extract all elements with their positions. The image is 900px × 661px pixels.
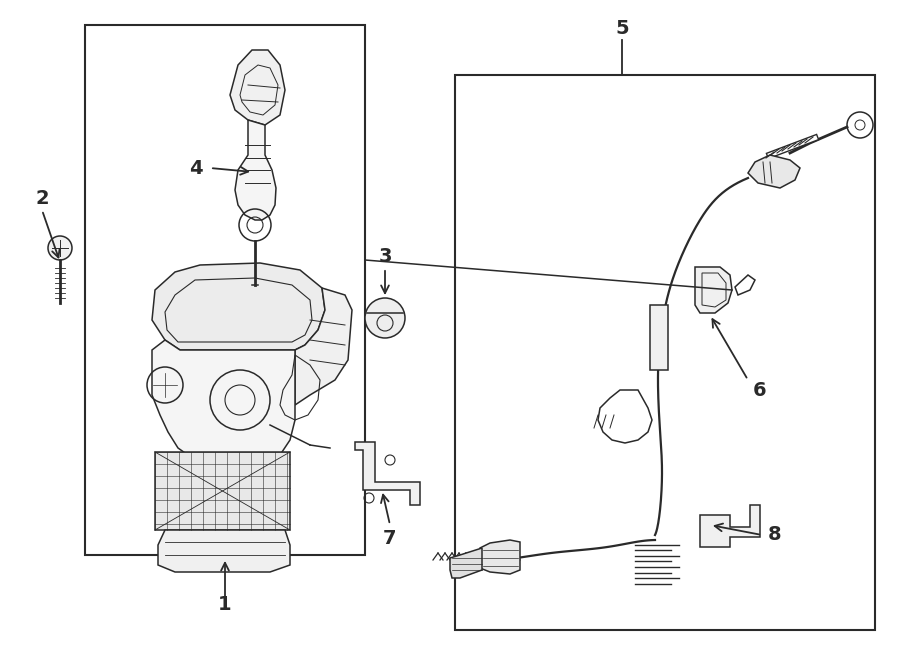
Text: 6: 6 <box>753 381 767 399</box>
Polygon shape <box>695 267 732 313</box>
Bar <box>650 305 668 370</box>
Text: 5: 5 <box>616 19 629 38</box>
Polygon shape <box>152 340 295 467</box>
Text: 7: 7 <box>383 529 397 547</box>
Circle shape <box>365 298 405 338</box>
Polygon shape <box>355 442 420 505</box>
Polygon shape <box>480 540 520 574</box>
Polygon shape <box>158 530 290 572</box>
Polygon shape <box>235 120 276 220</box>
Polygon shape <box>152 263 325 350</box>
Polygon shape <box>748 155 800 188</box>
Polygon shape <box>295 288 352 405</box>
Text: 8: 8 <box>769 525 782 545</box>
Bar <box>85 25 365 555</box>
Text: 2: 2 <box>35 188 49 208</box>
Polygon shape <box>700 505 760 547</box>
Text: 4: 4 <box>189 159 202 178</box>
Text: 3: 3 <box>378 247 392 266</box>
Circle shape <box>48 236 72 260</box>
Text: 1: 1 <box>218 596 232 615</box>
Bar <box>455 75 875 630</box>
Bar <box>155 452 290 530</box>
Polygon shape <box>450 548 482 578</box>
Polygon shape <box>230 50 285 125</box>
